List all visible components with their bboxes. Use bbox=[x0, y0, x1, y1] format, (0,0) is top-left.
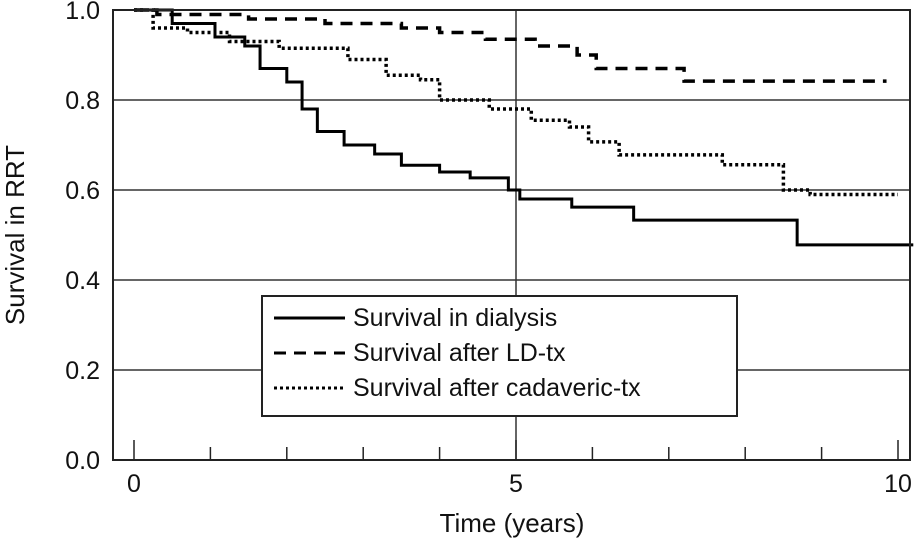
x-axis-label: Time (years) bbox=[440, 508, 585, 538]
x-tick-label: 0 bbox=[127, 470, 141, 498]
y-tick-label: 0.2 bbox=[65, 357, 100, 385]
legend: Survival in dialysis Survival after LD-tx… bbox=[261, 295, 738, 417]
y-tick-label: 1.0 bbox=[65, 0, 100, 25]
plot-frame bbox=[112, 9, 911, 461]
y-tick-label: 0.0 bbox=[65, 447, 100, 475]
y-tick-label: 0.6 bbox=[65, 177, 100, 205]
series-line-0 bbox=[134, 8, 914, 247]
y-tick-labels: 0.0 0.2 0.4 0.6 0.8 1.0 bbox=[65, 0, 100, 475]
legend-label: Survival after cadaveric-tx bbox=[353, 374, 641, 402]
series-group bbox=[134, 8, 914, 247]
x-tick-label: 10 bbox=[884, 470, 912, 498]
y-axis-label: Survival in RRT bbox=[0, 145, 30, 325]
legend-label: Survival after LD-tx bbox=[353, 339, 566, 367]
x-tick-labels: 0 5 10 bbox=[127, 470, 912, 498]
series-line-2 bbox=[134, 8, 898, 197]
x-axis-ticks bbox=[133, 440, 899, 460]
series-line-1 bbox=[134, 8, 887, 83]
y-tick-label: 0.8 bbox=[65, 87, 100, 115]
legend-box bbox=[261, 295, 738, 417]
y-tick-label: 0.4 bbox=[65, 267, 100, 295]
legend-label: Survival in dialysis bbox=[353, 304, 557, 332]
x-tick-label: 5 bbox=[509, 470, 523, 498]
